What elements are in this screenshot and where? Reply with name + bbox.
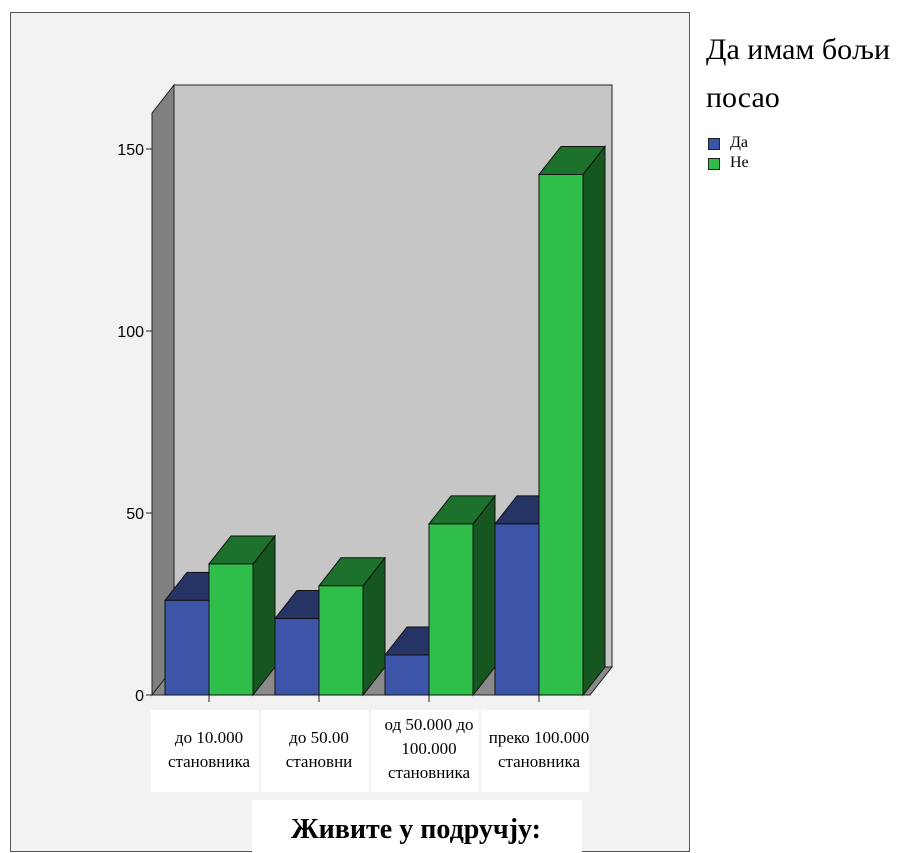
x-tick-label-bg	[481, 710, 589, 792]
bar-side	[582, 145, 606, 697]
bar-yes	[384, 654, 430, 696]
legend-item-no: Не	[706, 154, 896, 174]
x-tick-label: становника	[498, 752, 581, 771]
legend-item-yes: Да	[706, 134, 896, 154]
legend-label-no: Не	[730, 154, 749, 171]
x-tick-label-bg	[371, 710, 479, 792]
bar-yes	[274, 618, 320, 696]
x-tick-label: становника	[388, 763, 471, 782]
y-tick-label: 50	[126, 506, 144, 523]
x-axis-title-bg	[252, 800, 582, 852]
bar-no	[428, 523, 474, 696]
x-tick-label: становни	[286, 752, 353, 771]
legend-swatch-yes	[708, 138, 720, 150]
legend: Да имам бољи посао Да Не	[706, 26, 896, 174]
legend-label-yes: Да	[730, 134, 749, 151]
x-axis-title: Живите у подручју:	[291, 814, 541, 845]
legend-title: Да имам бољи посао	[706, 33, 891, 114]
x-tick-label: до 50.00	[289, 728, 349, 747]
legend-swatch-no	[708, 158, 720, 170]
x-tick-label-bg	[261, 710, 369, 792]
x-tick-label: преко 100.000	[489, 728, 590, 747]
bar-yes	[494, 523, 540, 696]
bar-yes	[164, 599, 210, 696]
y-tick-label: 150	[117, 142, 144, 159]
x-tick-label-bg	[151, 710, 259, 792]
x-tick-label: од 50.000 до	[384, 715, 473, 734]
y-tick-label: 100	[117, 324, 144, 341]
x-tick-label: до 10.000	[175, 728, 243, 747]
bar-no	[208, 563, 254, 696]
bar-no	[538, 173, 584, 696]
x-tick-label: 100.000	[401, 739, 456, 758]
bar-no	[318, 585, 364, 696]
y-tick-label: 0	[135, 688, 144, 705]
bar-side	[472, 494, 496, 697]
x-tick-label: становника	[168, 752, 251, 771]
